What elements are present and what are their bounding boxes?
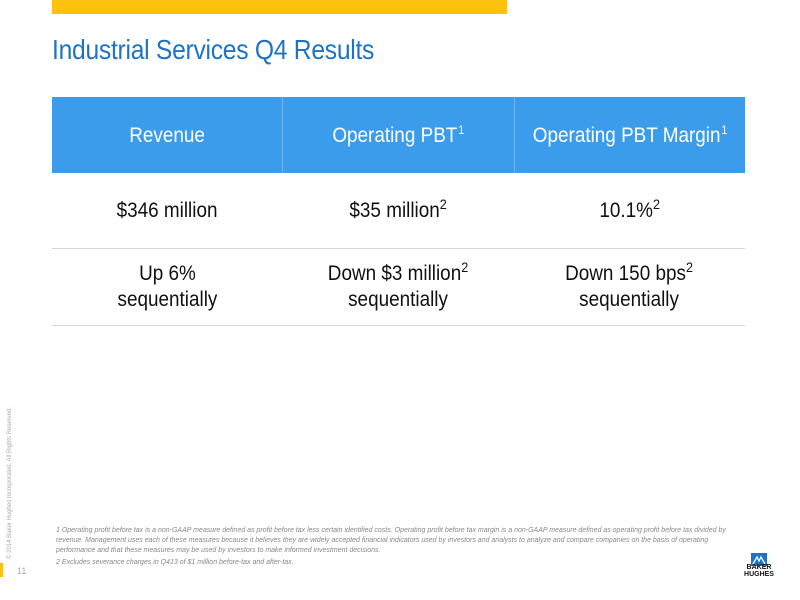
header-operating-pbt: Operating PBT1 (283, 97, 515, 173)
baker-hughes-logo: BAKER HUGHES (733, 553, 785, 578)
footnote-ref: 2 (652, 195, 660, 212)
footnote-ref: 2 (461, 259, 469, 275)
cell-margin-change: Down 150 bps2 sequentially (565, 259, 694, 311)
header-revenue: Revenue (52, 97, 284, 173)
cell-margin-value: 10.1%2 (599, 195, 660, 222)
footnote-ref: 1 (721, 122, 728, 137)
footnotes: 1 Operating profit before tax is a non-G… (56, 526, 746, 570)
cell-revenue-change: Up 6% sequentially (117, 262, 218, 311)
page-accent-mark (0, 563, 3, 577)
copyright-notice: © 2014 Baker Hughes Incorporated. All Ri… (7, 407, 13, 559)
table-row: $346 million $35 million2 10.1%2 (52, 173, 745, 249)
cell-revenue-value: $346 million (117, 198, 218, 222)
cell-pbt-value: $35 million2 (349, 195, 448, 222)
results-table: Revenue Operating PBT1 Operating PBT Mar… (52, 97, 745, 326)
logo-wordmark: BAKER HUGHES (744, 564, 774, 578)
footnote-2: 2 Excludes severance charges in Q413 of … (56, 559, 294, 566)
footnote-1: 1 Operating profit before tax is a non-G… (56, 527, 726, 554)
table-header-row: Revenue Operating PBT1 Operating PBT Mar… (52, 97, 745, 173)
slide-title: Industrial Services Q4 Results (52, 34, 375, 65)
footnote-ref: 1 (458, 122, 465, 137)
header-operating-pbt-margin: Operating PBT Margin1 (532, 122, 728, 147)
table-row: Up 6% sequentially Down $3 million2 sequen… (52, 249, 745, 326)
cell-pbt-change: Down $3 million2 sequentially (328, 259, 469, 311)
footnote-ref: 2 (440, 195, 448, 212)
baker-hughes-logo-icon (751, 553, 767, 566)
footnote-ref: 2 (686, 259, 694, 275)
page-number: 11 (17, 566, 27, 576)
top-accent-bar (52, 0, 507, 14)
